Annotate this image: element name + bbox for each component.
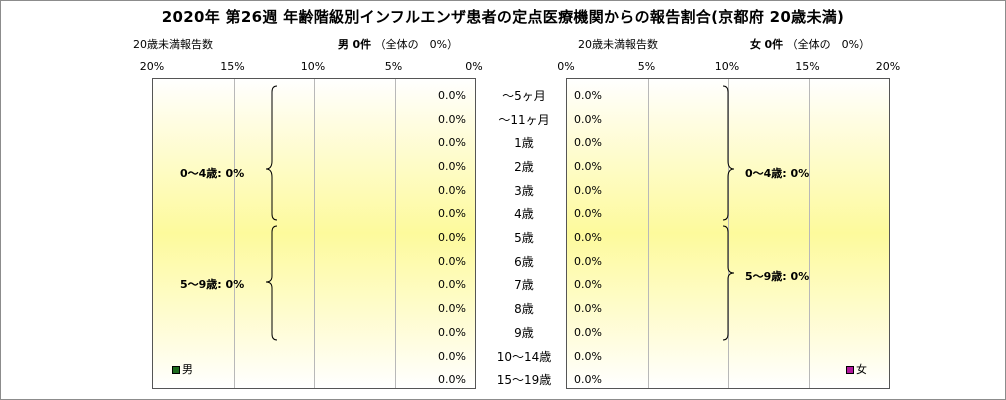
female-value-label: 0.0% <box>574 254 602 268</box>
female-share: （全体の 0%） <box>786 38 871 51</box>
female-gridline <box>808 79 810 388</box>
male-gridline <box>314 79 315 388</box>
female-value-label: 0.0% <box>574 207 602 221</box>
male-gridline <box>394 79 396 388</box>
male-value-label: 0.0% <box>438 302 466 316</box>
male-brace-5-9 <box>265 225 278 341</box>
female-count-label: 20歳未満報告数 <box>578 38 658 51</box>
male-value-label: 0.0% <box>438 159 466 173</box>
male-x-tick: 0% <box>465 60 483 73</box>
female-value-label: 0.0% <box>574 183 602 197</box>
female-brace-5-9 <box>722 225 735 341</box>
age-category-label: ～5ヶ月 <box>502 88 546 103</box>
male-brace-0-4 <box>265 85 278 221</box>
male-gridline <box>233 79 235 388</box>
female-gridline <box>647 79 649 388</box>
male-plot-area <box>152 78 476 389</box>
female-x-tick: 5% <box>637 60 656 73</box>
female-brace-0-4 <box>722 85 735 221</box>
female-value-label: 0.0% <box>574 278 602 292</box>
female-sex: 女 <box>750 38 761 51</box>
female-value-label: 0.0% <box>574 112 602 126</box>
male-legend-swatch <box>172 366 180 374</box>
age-category-label: 9歳 <box>514 325 534 340</box>
chart-title: 2020年 第26週 年齢階級別インフルエンザ患者の定点医療機関からの報告割合(… <box>161 8 845 26</box>
male-sex: 男 <box>338 38 349 51</box>
female-header: 女 0件 （全体の 0%） <box>750 36 870 52</box>
female-x-tick: 10% <box>714 60 740 73</box>
male-value-label: 0.0% <box>438 88 466 102</box>
female-legend-label: 女 <box>856 363 867 376</box>
age-category-label: 4歳 <box>514 207 534 222</box>
male-value-label: 0.0% <box>438 136 466 150</box>
male-value-label: 0.0% <box>438 231 466 245</box>
age-category-label: 6歳 <box>514 254 534 269</box>
female-group-5-9: 5～9歳: 0% <box>745 270 810 283</box>
age-category-label: 15～19歳 <box>496 373 552 388</box>
male-x-tick: 10% <box>300 60 326 73</box>
female-value-label: 0.0% <box>574 325 602 339</box>
age-category-label: 1歳 <box>514 136 534 151</box>
female-value-label: 0.0% <box>574 373 602 387</box>
male-count: 0件 <box>352 38 372 51</box>
female-x-tick: 20% <box>875 60 901 73</box>
age-category-label: 8歳 <box>514 302 534 317</box>
male-value-label: 0.0% <box>438 373 466 387</box>
male-legend: 男 <box>172 361 193 377</box>
male-value-label: 0.0% <box>438 183 466 197</box>
female-legend-swatch <box>846 366 854 374</box>
male-value-label: 0.0% <box>438 278 466 292</box>
female-x-tick: 15% <box>795 60 820 73</box>
female-x-tick: 0% <box>557 60 575 73</box>
age-category-label: ～11ヶ月 <box>498 112 550 127</box>
age-category-label: 2歳 <box>514 159 534 174</box>
female-count: 0件 <box>764 38 784 51</box>
female-legend: 女 <box>846 361 867 377</box>
male-x-tick: 5% <box>384 60 403 73</box>
female-value-label: 0.0% <box>574 302 602 316</box>
male-value-label: 0.0% <box>438 112 466 126</box>
female-value-label: 0.0% <box>574 159 602 173</box>
female-value-label: 0.0% <box>574 349 602 363</box>
male-value-label: 0.0% <box>438 349 466 363</box>
male-group-0-4: 0～4歳: 0% <box>180 167 245 180</box>
male-brace-group <box>265 85 278 341</box>
male-x-tick: 15% <box>220 60 245 73</box>
age-category-label: 7歳 <box>514 278 534 293</box>
male-share: （全体の 0%） <box>374 38 459 51</box>
age-category-label: 5歳 <box>514 231 534 246</box>
male-legend-label: 男 <box>182 363 193 376</box>
male-value-label: 0.0% <box>438 325 466 339</box>
age-category-label: 3歳 <box>514 183 534 198</box>
male-x-tick: 20% <box>139 60 165 73</box>
male-count-label: 20歳未満報告数 <box>133 38 213 51</box>
male-group-5-9: 5～9歳: 0% <box>180 278 245 291</box>
age-category-label: 10～14歳 <box>496 349 552 364</box>
female-value-label: 0.0% <box>574 136 602 150</box>
male-value-label: 0.0% <box>438 207 466 221</box>
female-value-label: 0.0% <box>574 231 602 245</box>
male-value-label: 0.0% <box>438 254 466 268</box>
female-brace-group <box>722 85 735 341</box>
female-value-label: 0.0% <box>574 88 602 102</box>
female-group-0-4: 0～4歳: 0% <box>745 167 810 180</box>
male-header: 男 0件 （全体の 0%） <box>338 36 458 52</box>
